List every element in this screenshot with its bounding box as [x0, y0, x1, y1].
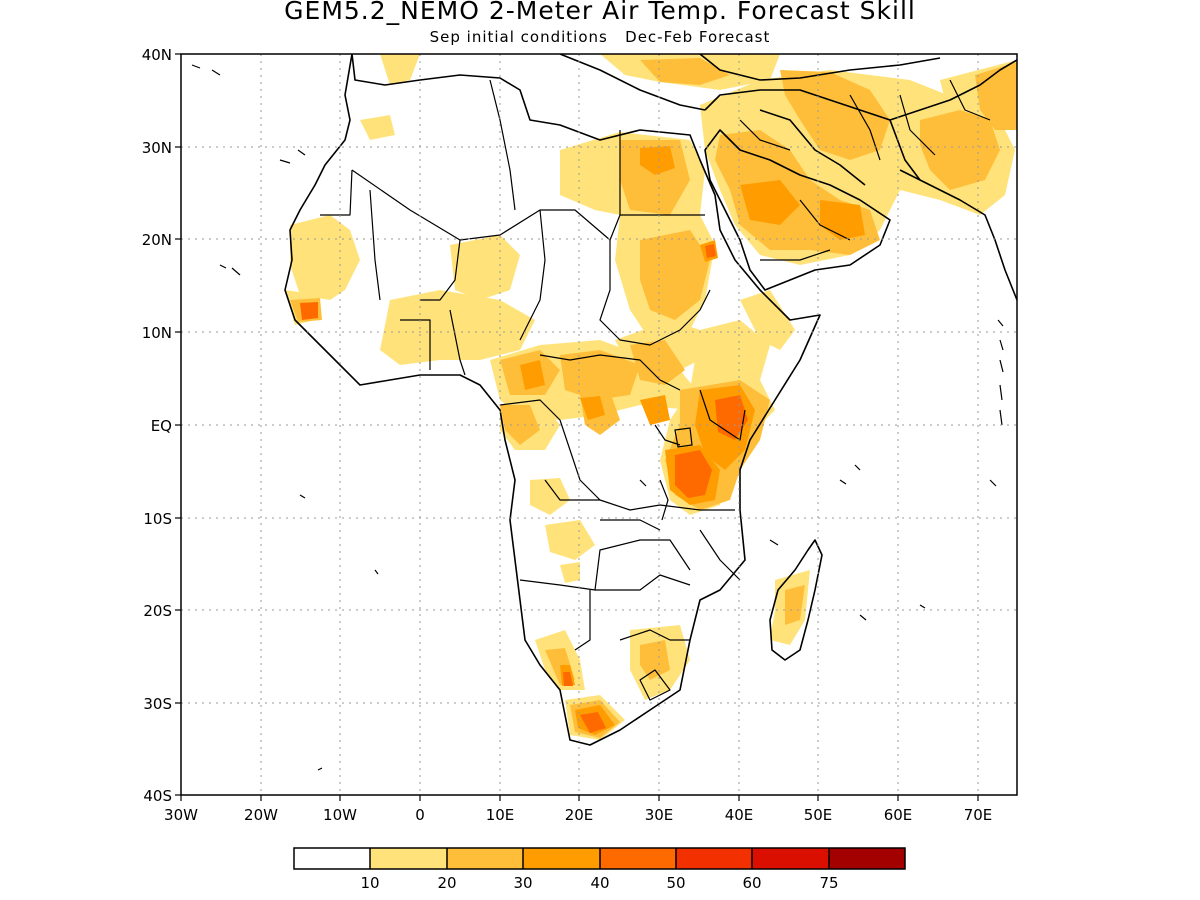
lat-label: 30S [143, 695, 172, 713]
lon-label: 60E [884, 806, 913, 824]
colorbar-label: 20 [437, 874, 456, 892]
tick-marks [175, 53, 979, 801]
lat-label: 10S [143, 510, 172, 528]
lon-label: 40E [725, 806, 754, 824]
lon-label: 20E [565, 806, 594, 824]
lat-label: 20S [143, 602, 172, 620]
lon-label: 30E [645, 806, 674, 824]
colorbar-swatch [600, 848, 676, 869]
colorbar-frame [293, 847, 906, 870]
lon-label: 70E [964, 806, 993, 824]
africa-coastline [284, 54, 821, 746]
lon-labels: 30W 20W 10W 0 10E 20E 30E 40E 50E 60E 70… [164, 806, 992, 824]
colorbar-label: 10 [360, 874, 379, 892]
lakes-islands [191, 64, 1004, 771]
lon-label: 20W [244, 806, 278, 824]
lat-label: 40N [142, 46, 172, 64]
lat-label: 20N [142, 231, 172, 249]
colorbar-label: 50 [666, 874, 685, 892]
lat-label: EQ [151, 417, 172, 435]
lat-label: 30N [142, 139, 172, 157]
colorbar-swatch [370, 848, 447, 869]
colorbar-label: 30 [513, 874, 532, 892]
madagascar-coastline [769, 539, 823, 661]
colorbar-swatch [752, 848, 829, 869]
arabia-coastline [704, 129, 891, 291]
colorbar-swatch [829, 848, 905, 869]
colorbar: 10 20 30 40 50 60 75 [293, 847, 906, 892]
country-borders [320, 79, 991, 701]
lon-label: 0 [415, 806, 425, 824]
coastlines [284, 54, 1017, 746]
colorbar-label: 75 [819, 874, 838, 892]
colorbar-label: 60 [742, 874, 761, 892]
colorbar-swatch [447, 848, 523, 869]
lat-label: 40S [143, 787, 172, 805]
lon-label: 30W [164, 806, 198, 824]
colorbar-label: 40 [590, 874, 609, 892]
lat-labels: 40N 30N 20N 10N EQ 10S 20S 30S 40S [142, 46, 172, 805]
colorbar-swatch [523, 848, 600, 869]
colorbar-swatch [294, 848, 370, 869]
lon-label: 50E [804, 806, 833, 824]
map-subtitle: Sep initial conditions Dec-Feb Forecast [429, 28, 771, 46]
grid-lines [181, 54, 1017, 795]
lon-label: 10W [323, 806, 357, 824]
map-title: GEM5.2_NEMO 2-Meter Air Temp. Forecast S… [284, 0, 916, 25]
lon-label: 10E [486, 806, 515, 824]
colorbar-swatch [676, 848, 752, 869]
map-content [191, 54, 1017, 771]
asia-coastline [704, 59, 1017, 121]
lat-label: 10N [142, 324, 172, 342]
